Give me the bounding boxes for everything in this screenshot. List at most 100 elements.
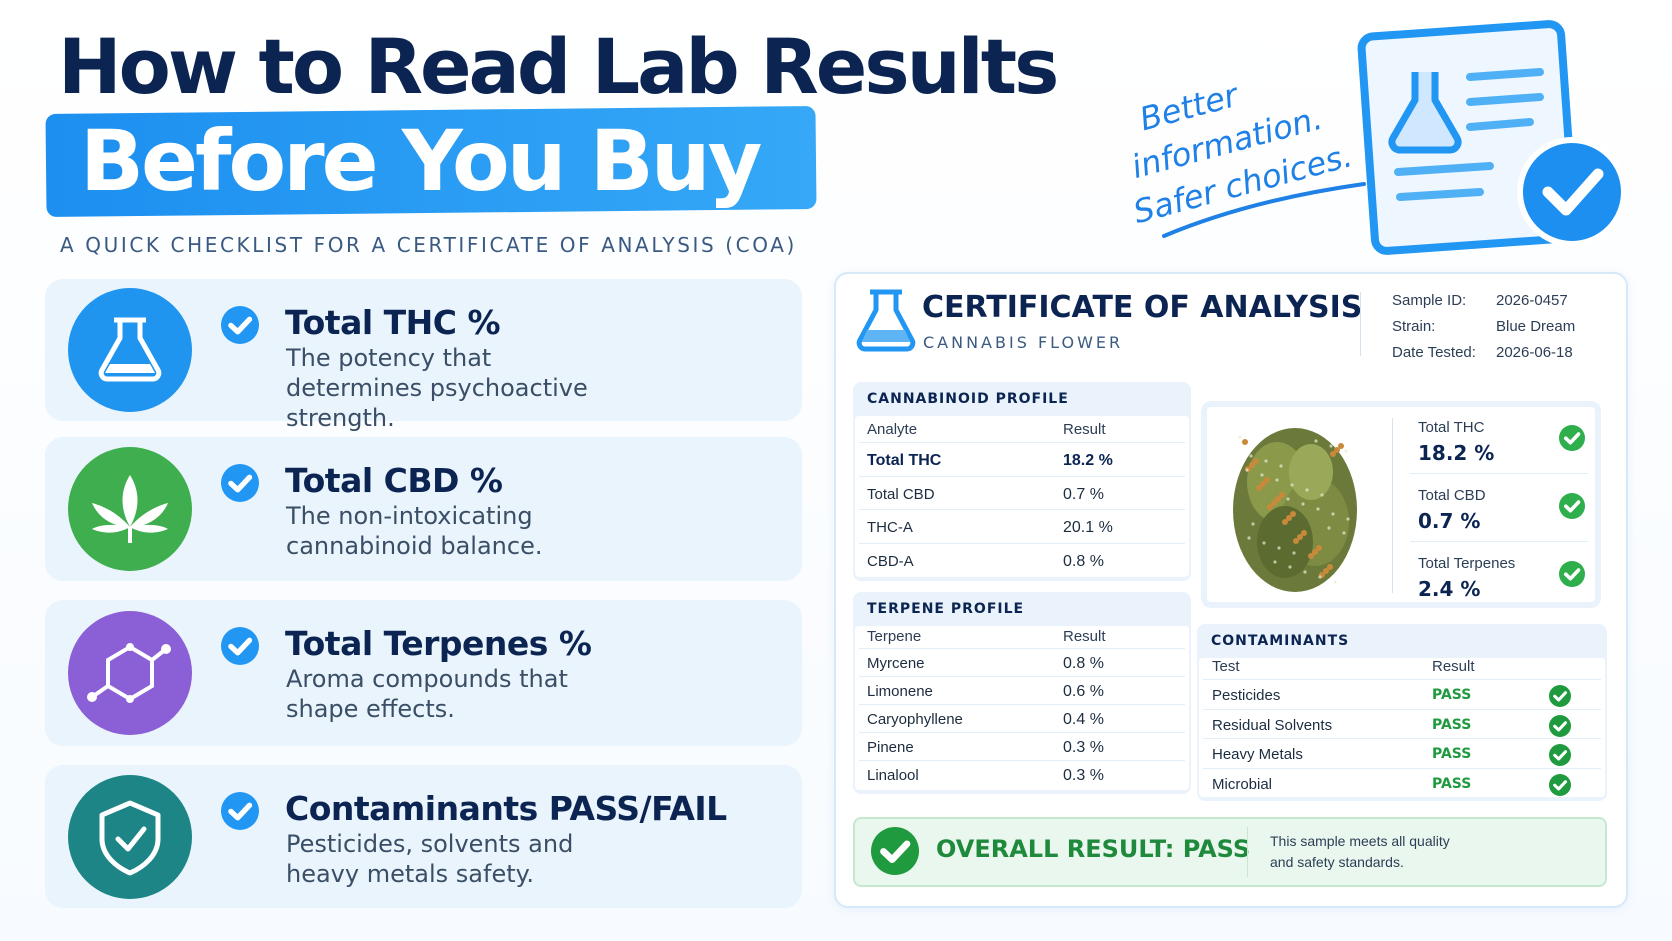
row-divider [859,676,1185,677]
icon-shape [1249,462,1255,468]
check-badge [1549,744,1571,766]
icon-shape [1563,568,1581,581]
icon-shape [228,637,253,656]
icon-shape [1559,493,1585,519]
icon-shape [1318,575,1322,579]
icon-shape [1288,565,1292,569]
title: How to Read Lab Results [58,22,1059,111]
row-divider [859,760,1185,761]
icon-shape [1297,534,1303,540]
document-icon [1357,20,1627,255]
icon-shape [1316,545,1322,551]
icon-shape [1282,519,1288,525]
meta-value: Blue Dream [1496,318,1576,335]
icon-shape [1327,564,1333,570]
item-title: Contaminants PASS/FAIL [285,789,727,828]
icon-shape [92,475,168,543]
icon-shape [1275,478,1279,482]
check-badge [1559,493,1585,519]
check-badge [1559,561,1585,587]
icon-shape [1286,497,1290,501]
item-title: Total CBD % [285,461,503,500]
icon-shape [1466,68,1544,81]
icon-shape [1549,685,1571,707]
item-title: Total THC % [285,303,501,342]
icon-shape [98,317,162,382]
check-badge [1549,714,1571,737]
column-header: Terpene [867,628,922,645]
row-label: Pinene [867,739,914,756]
icon-shape [1344,449,1348,453]
icon-shape [1301,502,1305,506]
icon-shape [1289,444,1333,500]
icon-shape [1553,779,1568,790]
item-title: Total Terpenes % [285,624,592,663]
icon-shape [862,330,910,342]
icon-shape [1549,714,1571,737]
icon-shape [1247,536,1251,540]
row-label: THC-A [867,519,913,536]
icon-shape [1553,691,1568,702]
row-result: 0.8 % [1063,655,1104,672]
icon-shape [1264,477,1270,483]
column-header: Analyte [867,421,918,438]
icon-shape [1286,515,1292,521]
icon-shape [1312,549,1318,555]
icon-shape [1238,435,1350,584]
icon-shape [1316,507,1320,511]
icon-shape [1542,168,1604,216]
icon-shape [1323,568,1329,574]
item-icon [68,447,192,571]
icon-shape [1466,93,1544,106]
row-label: Caryophyllene [867,711,963,728]
item-icon [68,611,192,735]
summary-value: 0.7 % [1418,509,1481,533]
icon-shape [87,692,97,702]
icon-shape [871,827,919,875]
row-label: Microbial [1212,775,1273,793]
icon-shape [1264,459,1268,463]
icon-shape [1394,162,1494,176]
column-header: Result [1063,421,1106,438]
row-label: Myrcene [867,655,925,672]
check-badge [221,627,259,665]
icon-shape [1396,188,1484,201]
row-result: 20.1 % [1063,519,1113,536]
icon-shape [1327,526,1331,530]
row-label: Limonene [867,683,933,700]
icon-shape [228,316,253,335]
icon-shape [1260,473,1264,477]
row-result: 0.3 % [1063,739,1104,756]
check-badge [221,464,259,502]
row-divider [1410,473,1588,474]
icon-shape [126,695,134,703]
icon-shape [1559,425,1585,451]
icon-shape [68,288,192,412]
tagline-swoosh [1162,182,1366,238]
icon-shape [1303,570,1307,574]
summary-value: 2.4 % [1418,577,1481,601]
row-result: 0.8 % [1063,552,1104,570]
icon-shape [1238,435,1242,439]
icon-shape [105,364,155,373]
icon-shape [1273,560,1277,564]
icon-shape [1466,118,1534,131]
row-label: Pesticides [1212,687,1281,704]
summary-label: Total THC [1418,419,1485,436]
icon-shape [1251,522,1255,526]
icon-shape [99,800,161,875]
icon-shape [87,643,171,703]
column-header: Result [1063,628,1106,645]
icon-shape [92,475,168,533]
divider [1360,292,1361,356]
row-result: PASS [1432,775,1472,792]
subtitle: A QUICK CHECKLIST FOR A CERTIFICATE OF A… [60,233,797,257]
item-description: Aroma compounds that shape effects. [286,665,568,723]
overall-result: OVERALL RESULT: PASS [936,835,1251,863]
icon-shape [1314,439,1318,443]
item-icon [68,288,192,412]
row-result: 0.3 % [1063,767,1104,784]
icon-shape [1559,561,1585,587]
icon-shape [68,774,192,899]
